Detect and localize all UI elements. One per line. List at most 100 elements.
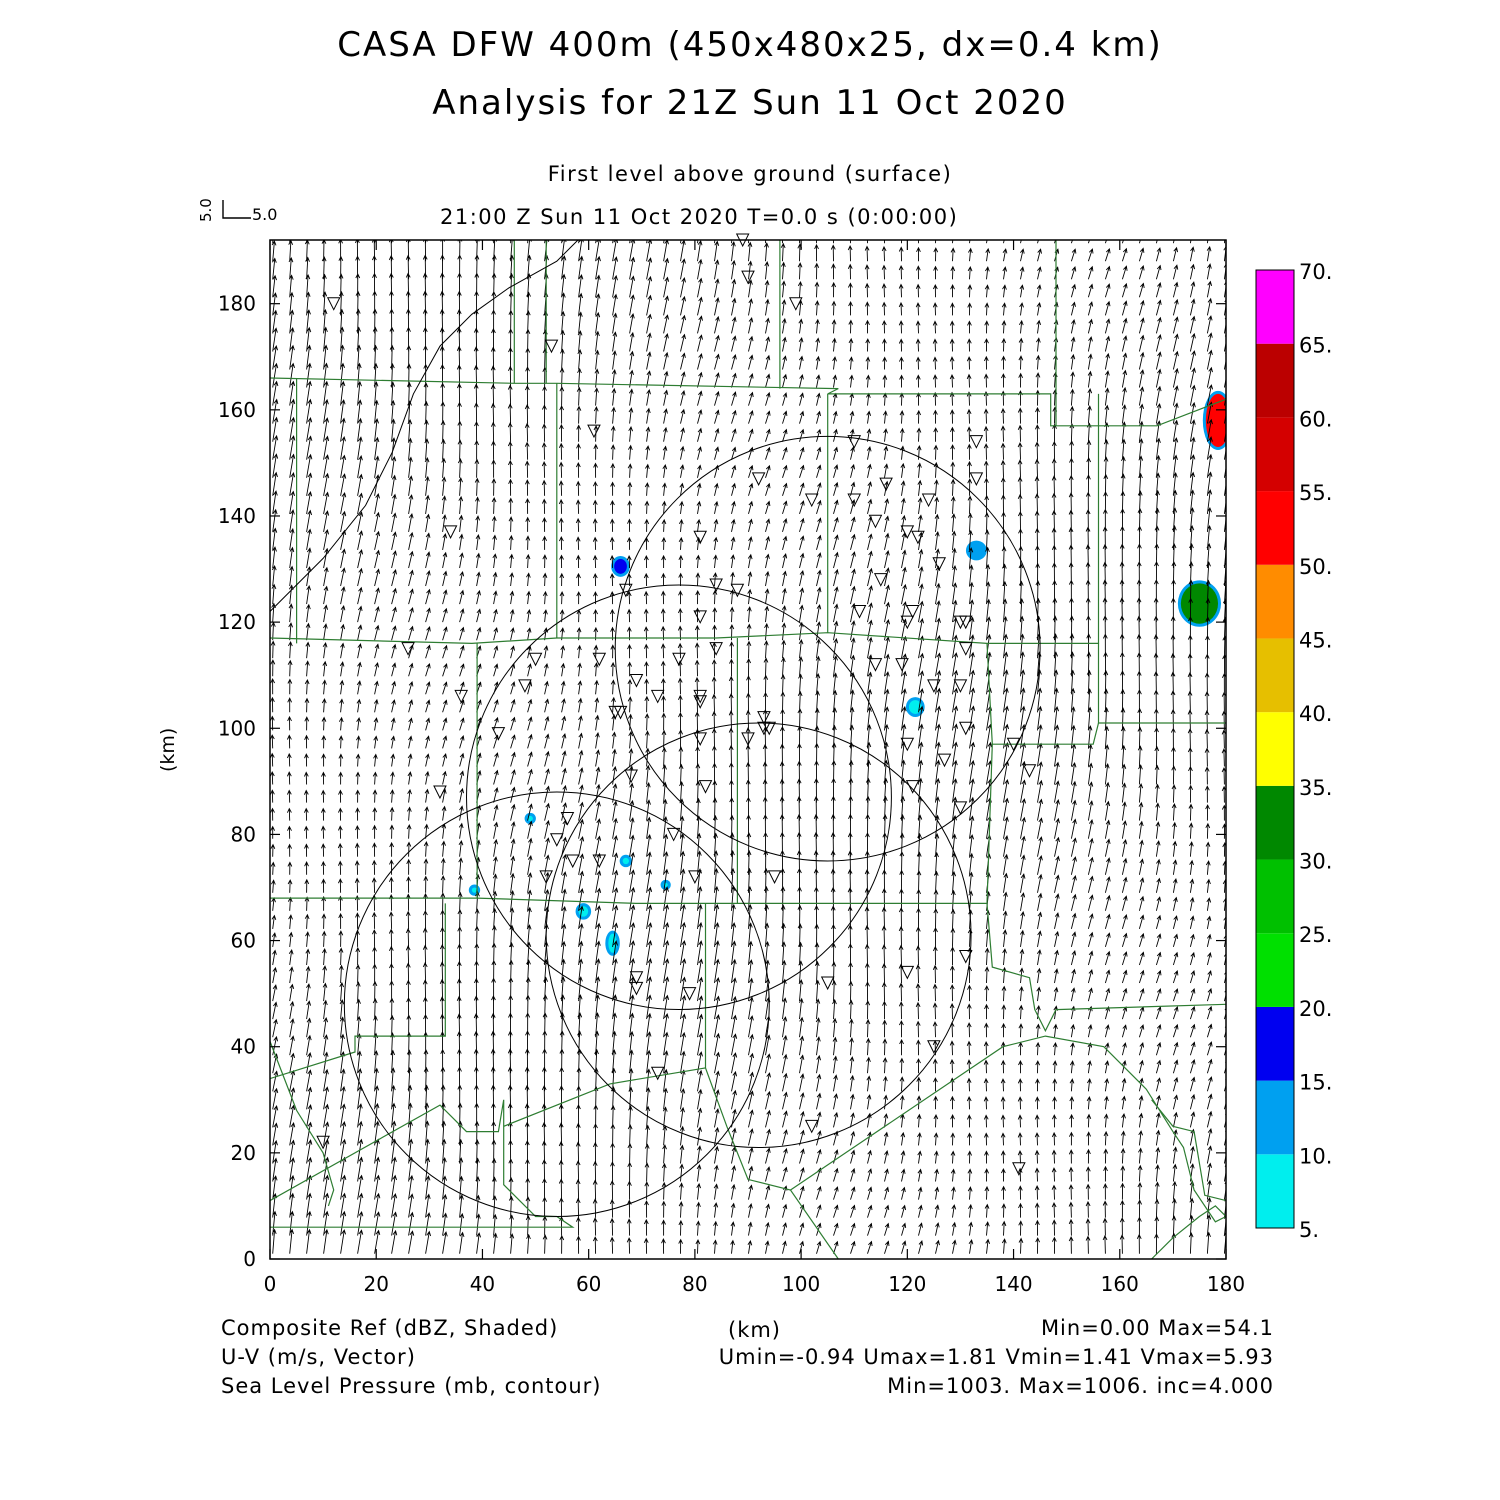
x-tick-label: 180: [1207, 1272, 1245, 1296]
station-marker: [650, 1066, 665, 1081]
colorbar-segment: [1256, 859, 1294, 934]
county-boundary: [986, 643, 1100, 745]
station-marker: [624, 769, 638, 784]
station-marker: [629, 971, 644, 985]
station-marker: [528, 652, 543, 667]
station-marker: [900, 965, 915, 980]
station-marker: [518, 679, 532, 693]
county-boundary: [270, 1099, 575, 1228]
footer-shaded-range: Min=0.00 Max=54.1: [1040, 1316, 1274, 1340]
y-tick-label: 20: [231, 1141, 256, 1165]
y-tick-label: 180: [218, 292, 256, 316]
station-marker: [1006, 737, 1021, 752]
station-marker: [895, 658, 909, 672]
colorbar-segment: [1256, 712, 1294, 786]
county-boundary: [270, 377, 1226, 427]
county-boundary: [270, 903, 446, 1080]
station-marker: [847, 435, 862, 449]
station-marker: [905, 605, 920, 619]
station-marker: [672, 652, 686, 667]
y-tick-label: 80: [231, 822, 256, 846]
colorbar-label: 55.: [1299, 481, 1332, 505]
station-marker: [565, 854, 580, 869]
colorbar-segment: [1256, 491, 1294, 565]
colorbar-segment: [1256, 343, 1294, 418]
station-marker: [613, 705, 628, 720]
colorbar-segment: [1256, 1006, 1294, 1081]
station-marker: [969, 435, 984, 449]
colorbar-segment: [1256, 785, 1294, 860]
station-marker: [544, 339, 559, 354]
station-marker: [762, 721, 777, 736]
station-marker: [693, 732, 708, 747]
station-marker: [709, 642, 723, 656]
station-marker: [491, 727, 506, 741]
station-marker: [629, 981, 644, 996]
station-marker: [698, 780, 713, 794]
radar-range-ring: [466, 584, 892, 1011]
colorbar-label: 70.: [1299, 260, 1332, 284]
colorbar-label: 35.: [1299, 776, 1332, 800]
station-marker: [900, 615, 915, 630]
reflectivity-echo: [968, 543, 984, 558]
station-marker: [592, 854, 607, 869]
station-marker: [767, 870, 782, 884]
county-boundary: [986, 903, 1226, 1033]
station-marker: [911, 530, 925, 545]
level-label: First level above ground (surface): [547, 162, 953, 186]
station-marker: [927, 679, 941, 693]
county-boundary: [1151, 1205, 1226, 1259]
station-marker: [937, 753, 952, 768]
wind-vectors: [270, 240, 1226, 1254]
colorbar-label: 25.: [1299, 923, 1332, 947]
station-marker: [741, 732, 755, 747]
colorbar-segment: [1256, 564, 1294, 639]
station-marker: [401, 642, 415, 656]
analysis-time: Analysis for 21Z Sun 11 Oct 2020: [432, 83, 1068, 123]
pressure-contour: [270, 240, 579, 612]
station-marker: [921, 493, 936, 508]
station-marker: [1012, 1162, 1026, 1176]
station-marker: [443, 525, 458, 540]
reflectivity-echo: [622, 857, 630, 865]
station-marker: [592, 652, 607, 667]
colorbar-label: 45.: [1299, 628, 1332, 652]
station-marker: [709, 578, 723, 593]
reflectivity-echo: [614, 558, 627, 574]
colorbar-label: 65.: [1299, 334, 1332, 358]
station-marker: [693, 610, 708, 624]
colorbar-segment: [1256, 933, 1294, 1007]
x-tick-label: 40: [470, 1272, 495, 1296]
x-tick-label: 140: [994, 1272, 1032, 1296]
station-marker: [539, 870, 553, 884]
station-marker: [666, 827, 681, 842]
x-tick-label: 160: [1101, 1272, 1139, 1296]
footer-shaded-field: Composite Ref (dBZ, Shaded): [221, 1316, 559, 1340]
station-marker: [953, 801, 968, 815]
colorbar-label: 15.: [1299, 1071, 1332, 1095]
county-boundary: [503, 1067, 839, 1259]
colorbar-frame: [1255, 269, 1295, 1229]
x-tick-label: 100: [782, 1272, 820, 1296]
station-marker: [751, 472, 766, 486]
reflectivity-echo: [1180, 583, 1219, 624]
station-marker: [433, 785, 447, 800]
station-marker: [730, 583, 745, 598]
station-marker: [958, 615, 973, 630]
county-boundary: [270, 1041, 335, 1207]
station-marker: [682, 987, 697, 1001]
station-marker: [873, 573, 888, 587]
station-marker: [629, 674, 644, 688]
station-marker: [847, 493, 862, 508]
county-boundary: [986, 744, 993, 904]
x-tick-label: 0: [264, 1272, 277, 1296]
footer-contour-field: Sea Level Pressure (mb, contour): [221, 1374, 602, 1398]
colorbar-segment: [1256, 270, 1294, 344]
station-marker: [868, 514, 883, 529]
y-tick-label: 100: [218, 716, 256, 740]
page-title: CASA DFW 400m (450x480x25, dx=0.4 km): [337, 25, 1163, 65]
station-marker: [549, 833, 564, 847]
x-tick-label: 60: [576, 1272, 601, 1296]
y-tick-label: 60: [231, 929, 256, 953]
